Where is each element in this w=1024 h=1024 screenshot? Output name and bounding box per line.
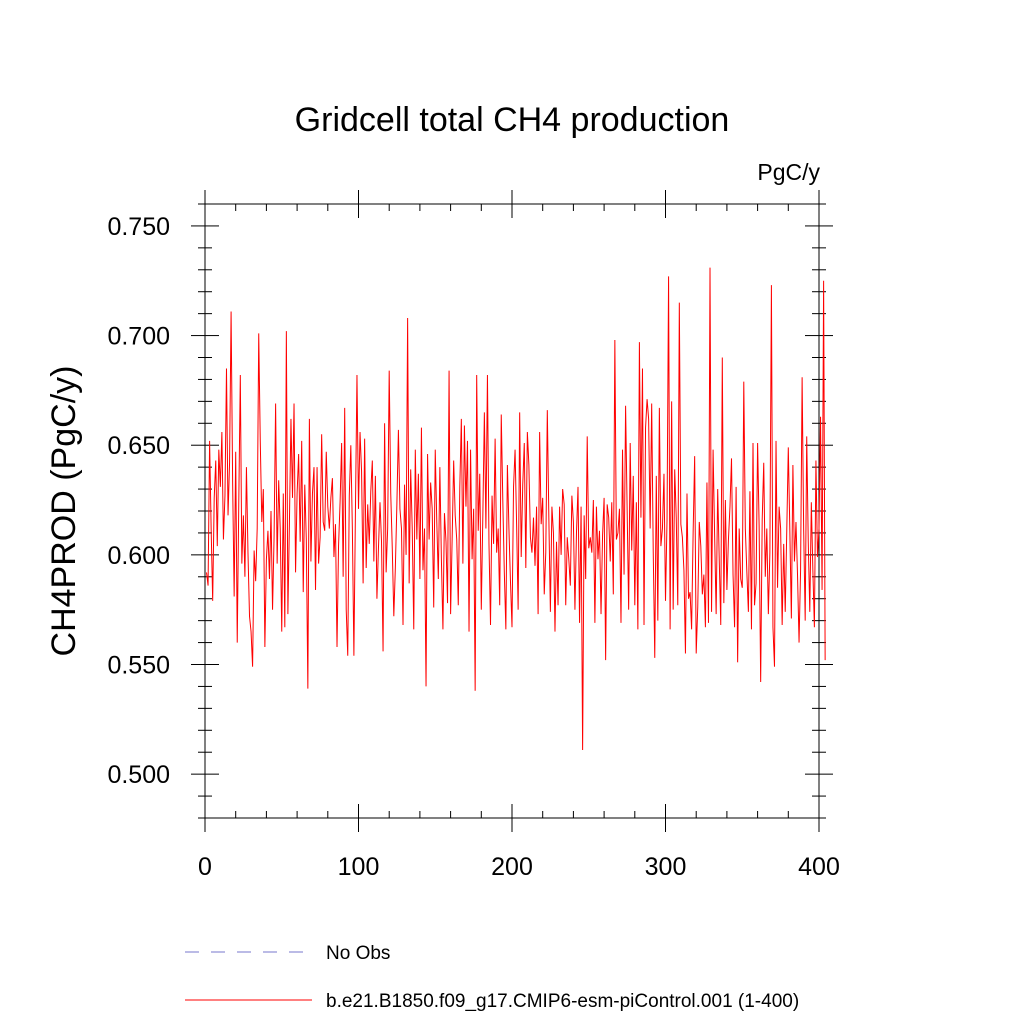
x-tick-label: 0	[198, 853, 212, 881]
y-tick-label: 0.750	[107, 213, 170, 241]
y-tick-label: 0.600	[107, 542, 170, 570]
y-ticks: 0.500 0.550 0.600 0.650 0.700 0.750	[107, 203, 833, 819]
y-axis-label: CH4PROD (PgC/y)	[45, 366, 83, 657]
x-tick-label: 200	[491, 853, 533, 881]
y-tick-label: 0.500	[107, 761, 170, 789]
legend-label: No Obs	[326, 943, 390, 964]
x-tick-label: 100	[338, 853, 380, 881]
y-tick-label: 0.650	[107, 432, 170, 460]
x-tick-label: 400	[798, 853, 840, 881]
x-ticks: 0 100 200 300 400	[198, 190, 840, 881]
legend-label: b.e21.B1850.f09_g17.CMIP6-esm-piControl.…	[326, 991, 799, 1012]
units-label: PgC/y	[757, 159, 820, 185]
chart-title: Gridcell total CH4 production	[295, 101, 730, 139]
y-tick-label: 0.550	[107, 652, 170, 680]
series-line	[206, 267, 826, 751]
series-layer	[206, 267, 826, 751]
x-tick-label: 300	[645, 853, 687, 881]
legend: No Obs b.e21.B1850.f09_g17.CMIP6-esm-piCo…	[185, 943, 799, 1012]
y-tick-label: 0.700	[107, 323, 170, 351]
